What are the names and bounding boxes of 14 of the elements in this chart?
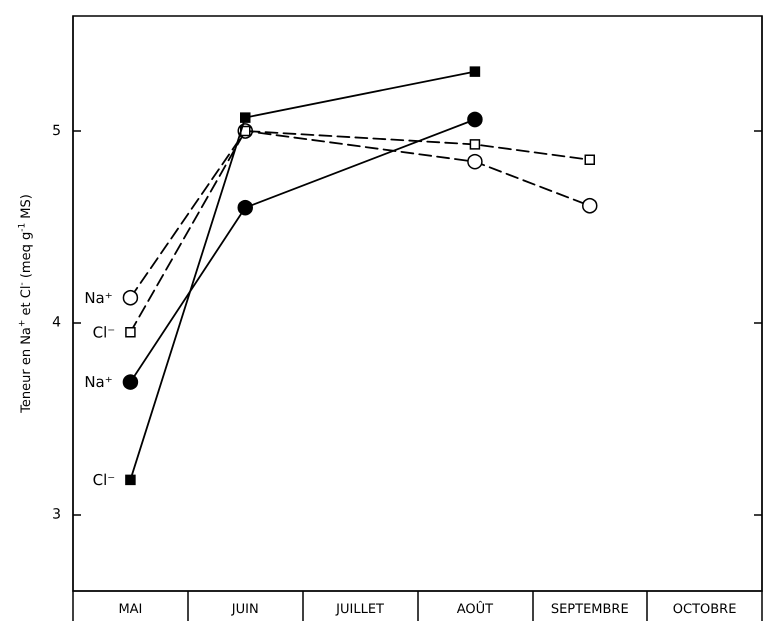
series-label: Cl⁻ — [92, 323, 116, 342]
x-tick-label: JUILLET — [335, 602, 384, 617]
y-tick-label: 4 — [52, 314, 62, 331]
x-tick-label: MAI — [118, 602, 142, 617]
y-tick-label: 3 — [52, 506, 61, 522]
x-tick-label: JUIN — [230, 602, 259, 617]
x-tick-label: AOÛT — [456, 600, 494, 617]
series-label: Cl⁻ — [92, 470, 116, 489]
series-label: Na⁺ — [84, 373, 113, 392]
y-tick-label: 5 — [52, 123, 61, 139]
x-tick-label: OCTOBRE — [672, 602, 736, 617]
series-label: Na⁺ — [84, 288, 113, 307]
x-tick-label: SEPTEMBRE — [550, 602, 629, 617]
y-axis-title: Teneur en Na+ et Cl- (meq g-1 MS) — [18, 194, 34, 414]
